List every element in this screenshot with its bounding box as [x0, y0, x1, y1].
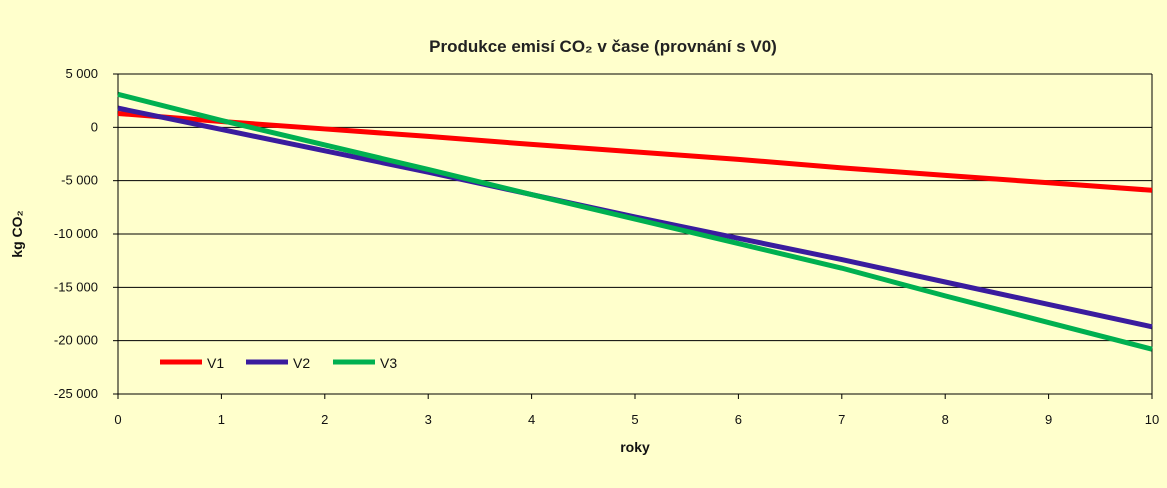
x-tick-label: 9: [1045, 412, 1052, 427]
legend-label-v1: V1: [207, 355, 224, 371]
y-tick-label: -15 000: [54, 279, 98, 294]
y-tick-label: -10 000: [54, 226, 98, 241]
x-tick-label: 6: [735, 412, 742, 427]
chart-title: Produkce emisí CO₂ v čase (provnání s V0…: [429, 37, 777, 56]
legend-label-v2: V2: [293, 355, 310, 371]
x-tick-label: 7: [838, 412, 845, 427]
x-tick-labels: 0 1 2 3 4 5 6 7 8 9 10: [114, 412, 1159, 427]
y-tick-label: -20 000: [54, 333, 98, 348]
x-tick-label: 3: [425, 412, 432, 427]
y-tick-label: 5 000: [65, 66, 98, 81]
x-tick-label: 0: [114, 412, 121, 427]
x-tick-label: 1: [218, 412, 225, 427]
series-lines: [117, 91, 1153, 352]
legend: V1 V2 V3: [160, 355, 397, 371]
legend-label-v3: V3: [380, 355, 397, 371]
series-line-v3: [117, 91, 1153, 352]
x-axis-label: roky: [620, 439, 650, 455]
series-line-v1: [117, 110, 1153, 193]
axes: [113, 73, 1153, 399]
x-tick-label: 2: [321, 412, 328, 427]
y-tick-label: -25 000: [54, 386, 98, 401]
y-tick-label: 0: [91, 119, 98, 134]
x-tick-label: 4: [528, 412, 535, 427]
y-tick-labels: 5 000 0 -5 000 -10 000 -15 000 -20 000 -25 000: [54, 66, 98, 401]
x-tick-label: 8: [942, 412, 949, 427]
y-axis-label: kg CO₂: [9, 210, 25, 257]
x-tick-label: 5: [631, 412, 638, 427]
x-tick-label: 10: [1145, 412, 1159, 427]
y-tick-label: -5 000: [61, 173, 98, 188]
